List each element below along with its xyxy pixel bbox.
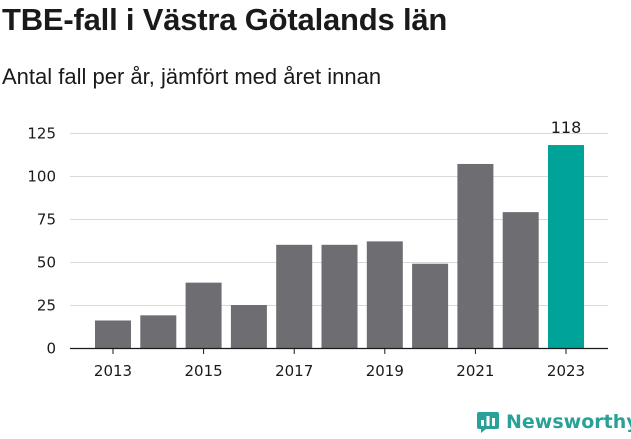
- y-tick-label: 125: [27, 125, 56, 143]
- bar-2018: [321, 244, 358, 348]
- y-tick-label: 25: [37, 297, 56, 315]
- bars: [95, 145, 584, 348]
- bar-2014: [140, 315, 177, 348]
- bar-2019: [366, 241, 403, 348]
- x-tick-label: 2015: [185, 362, 223, 380]
- y-tick-label: 0: [46, 340, 56, 358]
- bar-2023: [548, 145, 584, 348]
- y-axis-ticks: 0 25 50 75 100 125: [27, 125, 56, 358]
- chart-subtitle: Antal fall per år, jämfört med året inna…: [2, 64, 382, 89]
- x-tick-label: 2019: [366, 362, 404, 380]
- bar-2015: [185, 282, 222, 348]
- bar-2022: [502, 212, 539, 348]
- data-labels: 118: [551, 118, 582, 137]
- bar-2017: [276, 244, 313, 348]
- y-tick-label: 75: [37, 211, 56, 229]
- bar-chart-icon: [477, 412, 499, 433]
- x-tick-label: 2017: [275, 362, 313, 380]
- y-tick-label: 50: [37, 254, 56, 272]
- y-tick-label: 100: [27, 168, 56, 186]
- data-label-2023: 118: [551, 118, 582, 137]
- bar-2013: [95, 320, 131, 348]
- x-tick-label: 2023: [547, 362, 585, 380]
- bar-2021: [457, 163, 494, 348]
- x-tick-label: 2021: [456, 362, 494, 380]
- brand-name: Newsworthy: [506, 411, 631, 433]
- chart-title: TBE-fall i Västra Götalands län: [2, 2, 448, 37]
- bar-2016: [230, 305, 267, 348]
- brand-logo: Newsworthy: [476, 408, 631, 436]
- x-tick-label: 2013: [94, 362, 132, 380]
- bar-2020: [412, 263, 449, 348]
- x-axis: 2013 2015 2017 2019 2021 2023: [70, 347, 608, 380]
